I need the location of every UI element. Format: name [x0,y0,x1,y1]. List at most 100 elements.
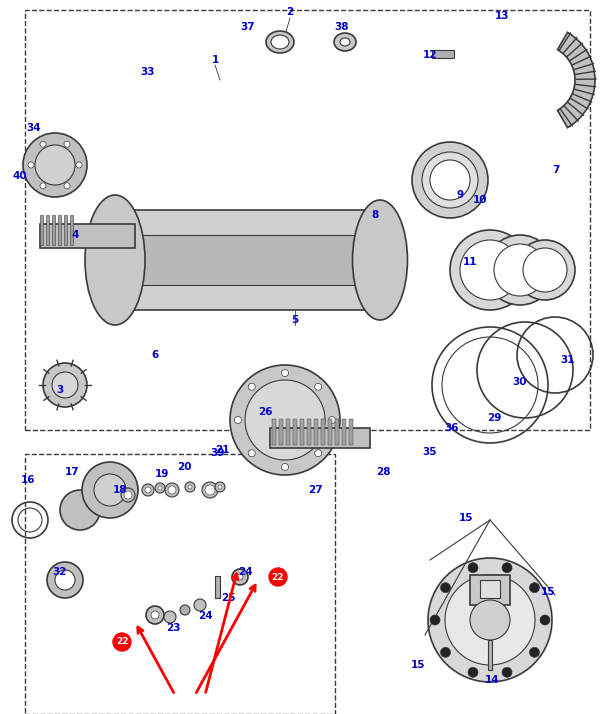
Bar [40,215,43,245]
Circle shape [468,668,478,678]
Circle shape [450,230,530,310]
Text: 40: 40 [13,171,28,181]
Text: 15: 15 [411,660,425,670]
Bar [328,419,332,445]
Circle shape [40,141,46,147]
Circle shape [329,416,335,423]
Bar [25,454,335,714]
Bar [272,419,276,445]
Text: 20: 20 [177,462,191,472]
Circle shape [232,569,248,585]
Circle shape [315,383,322,391]
Circle shape [145,487,151,493]
Circle shape [440,583,451,593]
Circle shape [470,600,510,640]
Circle shape [523,248,567,292]
Text: 34: 34 [26,123,41,133]
Text: 22: 22 [116,638,128,646]
Text: 24: 24 [197,611,212,621]
Text: 1: 1 [211,55,218,65]
Bar [46,215,49,245]
Circle shape [158,486,162,490]
Ellipse shape [271,35,289,49]
Text: 30: 30 [513,377,527,387]
Bar [40,224,135,248]
Circle shape [248,450,255,457]
Circle shape [94,474,126,506]
Ellipse shape [266,31,294,53]
Circle shape [502,563,512,573]
Bar [307,419,311,445]
Circle shape [445,575,535,665]
Text: 21: 21 [215,445,229,455]
Circle shape [60,490,100,530]
Bar [470,575,510,605]
Text: 11: 11 [463,257,477,267]
Bar [314,419,318,445]
Circle shape [428,558,552,682]
Text: 26: 26 [258,407,272,417]
Text: 23: 23 [166,623,180,633]
Circle shape [281,370,289,376]
Bar [215,576,220,598]
Circle shape [202,482,218,498]
Circle shape [540,615,550,625]
Text: 10: 10 [473,195,487,205]
Text: 8: 8 [371,210,379,220]
Bar [480,580,500,598]
Circle shape [430,615,440,625]
Ellipse shape [334,33,356,51]
Circle shape [40,183,46,188]
Text: 3: 3 [56,385,64,395]
Circle shape [180,605,190,615]
Circle shape [142,484,154,496]
Bar [488,640,492,670]
Bar [70,215,73,245]
Text: 39: 39 [211,448,225,458]
Wedge shape [557,32,595,128]
Text: 18: 18 [113,485,127,495]
Text: 28: 28 [376,467,390,477]
Circle shape [194,599,206,611]
Text: 37: 37 [241,22,256,32]
Circle shape [47,562,83,598]
Ellipse shape [85,195,145,325]
Circle shape [168,486,176,494]
Bar [130,235,370,285]
Circle shape [281,463,289,471]
Bar [58,215,61,245]
Circle shape [23,133,87,197]
Circle shape [315,450,322,457]
Bar [25,10,590,430]
Circle shape [165,483,179,497]
Circle shape [245,380,325,460]
Bar [286,419,290,445]
Ellipse shape [340,38,350,46]
Text: 29: 29 [487,413,501,423]
Text: 33: 33 [141,67,155,77]
Text: 31: 31 [561,355,575,365]
Circle shape [440,648,451,658]
Circle shape [502,668,512,678]
Circle shape [230,365,340,475]
Text: 24: 24 [238,567,253,577]
Text: 15: 15 [541,587,555,597]
Circle shape [28,162,34,168]
Circle shape [188,485,192,489]
Circle shape [55,570,75,590]
Bar [64,215,67,245]
Circle shape [468,563,478,573]
Circle shape [422,152,478,208]
Circle shape [215,482,225,492]
Circle shape [485,235,555,305]
Text: 13: 13 [495,11,509,21]
Text: 14: 14 [485,675,499,685]
Circle shape [164,611,176,623]
Circle shape [218,485,222,489]
Circle shape [237,574,243,580]
Text: 22: 22 [272,573,284,581]
Bar [115,210,380,310]
Text: 9: 9 [457,190,464,200]
Text: 2: 2 [286,7,293,17]
Circle shape [35,145,75,185]
